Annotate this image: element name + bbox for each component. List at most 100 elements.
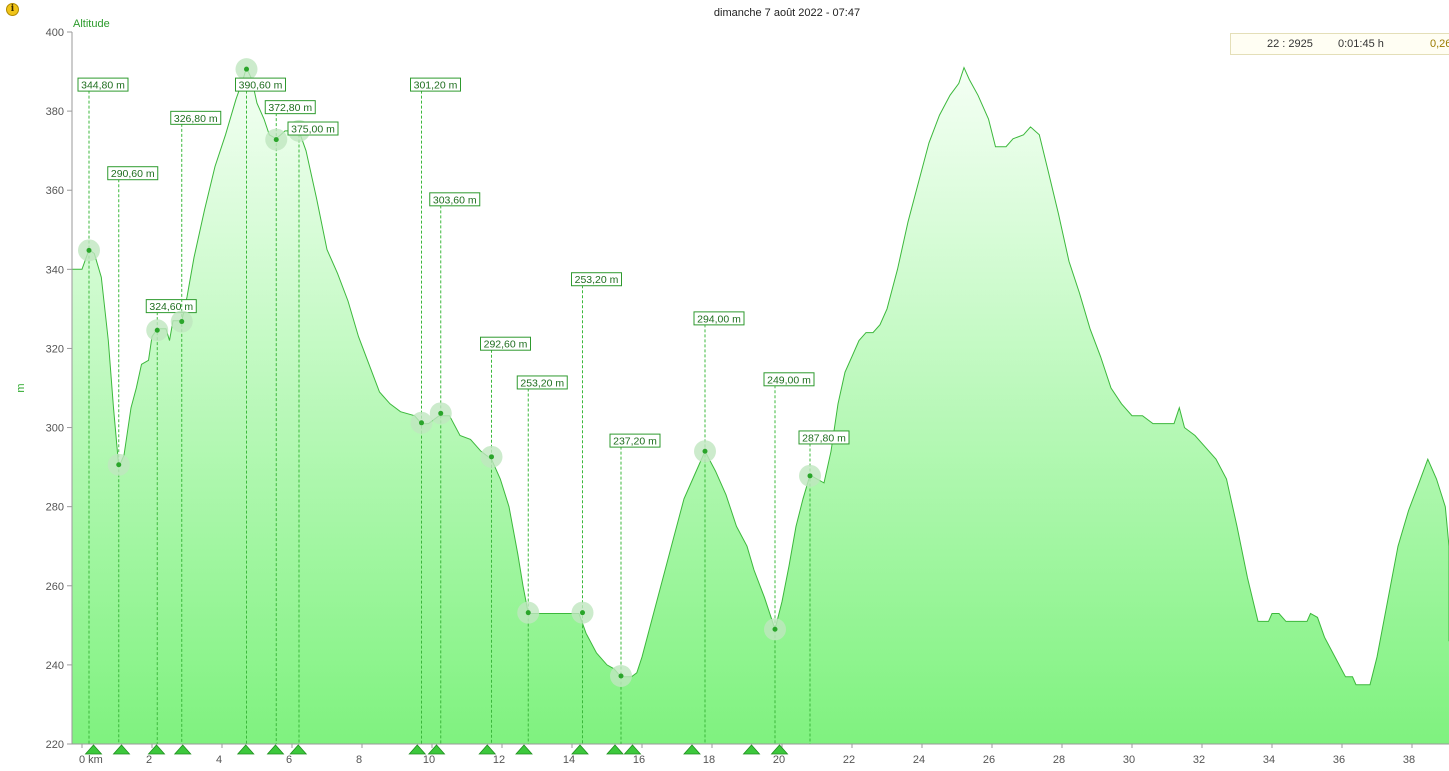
marker-label: 253,20 m: [520, 377, 564, 389]
x-tick-label: 10: [423, 754, 435, 766]
x-position-marker: [173, 744, 192, 755]
marker-label-box: [410, 77, 461, 92]
y-axis-label: m: [15, 383, 27, 392]
x-position-marker: [683, 744, 701, 755]
marker-point: [489, 454, 494, 460]
marker-label: 372,80 m: [268, 102, 312, 114]
marker-point: [438, 410, 444, 416]
x-tick-label: 34: [1263, 754, 1275, 766]
marker-point: [179, 319, 185, 325]
info-duration: 0:01:45 h: [1338, 38, 1384, 50]
x-tick-label: 2: [146, 754, 152, 766]
x-tick-label: 30: [1123, 754, 1135, 766]
x-tick-label: 16: [633, 754, 645, 766]
x-tick-label: 32: [1193, 754, 1205, 766]
chart-title: dimanche 7 août 2022 - 07:47: [714, 7, 860, 19]
y-tick-label: 320: [46, 343, 64, 355]
marker-label-box: [798, 430, 850, 445]
marker-point: [116, 462, 122, 468]
x-position-marker: [478, 744, 497, 755]
info-index: 22 : 2925: [1267, 38, 1313, 50]
y-tick-label: 240: [46, 660, 64, 672]
marker-label-box: [77, 77, 129, 92]
y-tick-label: 280: [46, 502, 64, 514]
x-position-marker: [289, 744, 308, 755]
marker-label: 249,00 m: [767, 374, 811, 386]
x-position-marker: [84, 744, 103, 755]
x-position-marker: [623, 744, 642, 755]
x-tick-label: 38: [1403, 754, 1415, 766]
y-tick-label: 380: [46, 106, 64, 118]
marker-layer: 344,80 m 290,60 m 324,60 m 326,80 m 390,60 m…: [77, 58, 850, 744]
x-position-marker: [236, 744, 255, 755]
y-tick-label: 260: [46, 581, 64, 593]
x-tick-label: 26: [983, 754, 995, 766]
marker-label-box: [571, 272, 622, 287]
area-layer: [72, 66, 1449, 745]
series-name: Altitude: [73, 18, 110, 30]
y-tick-label: 340: [46, 264, 64, 276]
marker-label: 292,60 m: [484, 339, 528, 351]
marker-label: 287,80 m: [802, 432, 846, 444]
x-tick-label: 22: [843, 754, 855, 766]
x-tick-label: 14: [563, 754, 575, 766]
info-extra: 0,26: [1430, 38, 1449, 50]
marker-label-box: [145, 299, 197, 314]
marker-label-box: [429, 192, 481, 207]
x-position-marker: [112, 744, 131, 755]
x-tick-label: 0 km: [79, 754, 103, 766]
marker-point: [273, 137, 279, 143]
x-tick-label: 18: [703, 754, 715, 766]
marker-point: [580, 610, 585, 616]
y-tick-label: 400: [46, 27, 64, 39]
marker-point: [702, 448, 708, 454]
marker-label-box: [107, 166, 159, 181]
x-tick-label: 12: [493, 754, 505, 766]
x-tick-label: 6: [286, 754, 292, 766]
x-position-marker: [571, 744, 589, 755]
marker-label: 253,20 m: [575, 274, 619, 286]
x-tick-label: 24: [913, 754, 925, 766]
marker-point: [244, 66, 249, 72]
info-icon[interactable]: i: [6, 3, 19, 16]
marker-point: [772, 626, 778, 632]
marker-label-box: [480, 336, 531, 351]
marker-label-box: [516, 375, 568, 390]
x-position-marker: [770, 744, 789, 755]
x-tick-label: 8: [356, 754, 362, 766]
marker-label: 344,80 m: [81, 80, 125, 92]
marker-label: 301,20 m: [414, 80, 458, 92]
x-position-marker: [408, 744, 427, 755]
y-tick-label: 220: [46, 739, 64, 751]
marker-label: 326,80 m: [174, 113, 218, 125]
y-tick-label: 300: [46, 423, 64, 435]
marker-label-box: [693, 311, 745, 326]
x-tick-label: 4: [216, 754, 222, 766]
marker-point: [154, 327, 160, 333]
marker-label-box: [170, 110, 222, 125]
marker-label-box: [763, 372, 815, 387]
marker-label: 390,60 m: [239, 80, 283, 92]
x-position-marker: [427, 744, 446, 755]
x-tick-label: 36: [1333, 754, 1345, 766]
info-box: 22 : 2925 0:01:45 h 0,26: [1230, 33, 1449, 55]
marker-label: 294,00 m: [697, 313, 741, 325]
marker-label-box: [287, 121, 339, 136]
x-tick-label: 28: [1053, 754, 1065, 766]
marker-label-box: [609, 433, 661, 448]
x-position-marker: [606, 744, 624, 755]
x-position-marker: [515, 744, 533, 755]
y-tick-label: 360: [46, 185, 64, 197]
marker-label: 290,60 m: [111, 168, 155, 180]
marker-point: [419, 420, 424, 426]
marker-label: 303,60 m: [433, 194, 477, 206]
marker-label: 324,60 m: [149, 301, 193, 313]
marker-label-box: [264, 100, 316, 115]
marker-label: 375,00 m: [291, 124, 335, 136]
x-position-marker: [266, 744, 285, 755]
x-position-marker: [147, 744, 166, 755]
marker-point: [807, 473, 813, 479]
marker-point: [86, 247, 92, 253]
